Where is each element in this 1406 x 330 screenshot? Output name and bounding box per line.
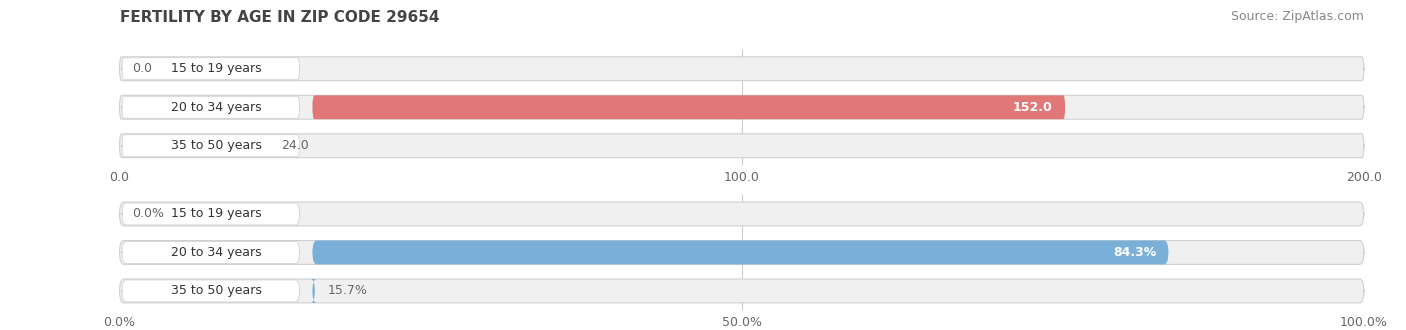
Text: 84.3%: 84.3% xyxy=(1112,246,1156,259)
FancyBboxPatch shape xyxy=(120,241,1364,264)
FancyBboxPatch shape xyxy=(120,202,1364,226)
FancyBboxPatch shape xyxy=(120,95,1364,119)
FancyBboxPatch shape xyxy=(312,95,1066,119)
Text: 20 to 34 years: 20 to 34 years xyxy=(170,101,262,114)
FancyBboxPatch shape xyxy=(312,241,1168,264)
Text: 35 to 50 years: 35 to 50 years xyxy=(170,139,262,152)
FancyBboxPatch shape xyxy=(120,279,1364,303)
Text: 0.0: 0.0 xyxy=(132,62,152,75)
Text: FERTILITY BY AGE IN ZIP CODE 29654: FERTILITY BY AGE IN ZIP CODE 29654 xyxy=(120,10,439,25)
Text: 24.0: 24.0 xyxy=(281,139,309,152)
Text: 152.0: 152.0 xyxy=(1012,101,1053,114)
Text: 20 to 34 years: 20 to 34 years xyxy=(170,246,262,259)
Text: 15 to 19 years: 15 to 19 years xyxy=(170,62,262,75)
FancyBboxPatch shape xyxy=(120,57,1364,81)
FancyBboxPatch shape xyxy=(122,135,299,157)
FancyBboxPatch shape xyxy=(122,96,299,118)
FancyBboxPatch shape xyxy=(122,242,299,263)
FancyBboxPatch shape xyxy=(122,58,299,80)
FancyBboxPatch shape xyxy=(122,280,299,302)
Text: Source: ZipAtlas.com: Source: ZipAtlas.com xyxy=(1230,10,1364,23)
FancyBboxPatch shape xyxy=(311,279,316,303)
Text: 0.0%: 0.0% xyxy=(132,208,165,220)
FancyBboxPatch shape xyxy=(120,134,1364,158)
Text: 15 to 19 years: 15 to 19 years xyxy=(170,208,262,220)
Text: 15.7%: 15.7% xyxy=(328,284,367,297)
FancyBboxPatch shape xyxy=(122,203,299,225)
Text: 35 to 50 years: 35 to 50 years xyxy=(170,284,262,297)
